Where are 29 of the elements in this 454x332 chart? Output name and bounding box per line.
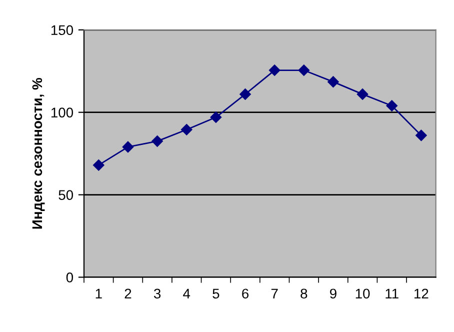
x-tick-label: 7 — [271, 288, 278, 298]
x-tick-label: 10 — [356, 288, 370, 299]
y-tick-label: 100 — [51, 108, 74, 118]
point — [356, 88, 368, 100]
point — [416, 130, 427, 142]
point — [386, 100, 398, 112]
point — [268, 64, 280, 76]
x-tick-label: 2 — [124, 288, 132, 298]
point — [122, 141, 134, 153]
x-tick-label: 1 — [96, 288, 102, 298]
y-tick-label: 0 — [66, 272, 74, 282]
y-tick-label: 50 — [58, 190, 74, 200]
x-tick-label: 3 — [154, 288, 161, 299]
x-tick-label: 12 — [414, 288, 428, 298]
point — [181, 124, 192, 136]
x-tick-label: 9 — [330, 288, 336, 299]
point — [328, 76, 339, 88]
x-tick-label: 11 — [386, 288, 398, 298]
x-tick-label: 8 — [300, 288, 308, 299]
point — [93, 159, 104, 171]
point — [240, 88, 251, 100]
y-tick-label: 150 — [51, 25, 74, 36]
x-tick-label: 6 — [242, 288, 249, 299]
point — [298, 64, 310, 76]
point — [152, 136, 163, 147]
y-axis-title: Индекс сезонности, % — [32, 78, 45, 229]
x-tick-label: 5 — [212, 288, 220, 299]
x-tick-label: 4 — [183, 288, 190, 298]
point — [210, 112, 222, 123]
